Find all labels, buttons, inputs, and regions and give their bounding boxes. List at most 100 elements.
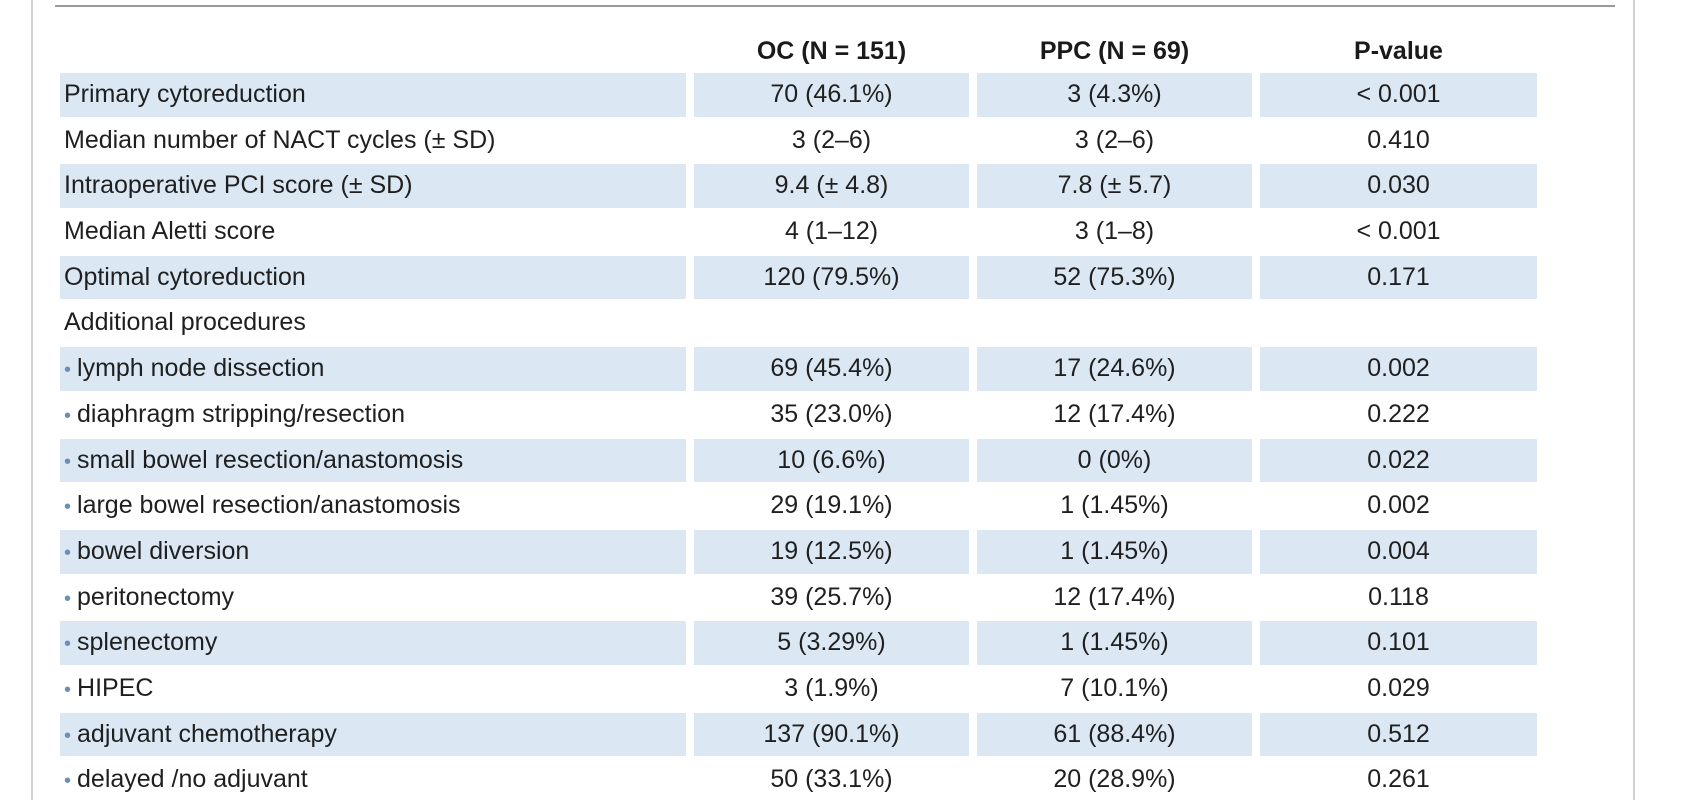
row-label-cell: • lymph node dissection	[60, 347, 686, 391]
p-value: 0.261	[1367, 765, 1430, 794]
oc-value: 69 (45.4%)	[694, 347, 969, 391]
ppc-value: 20 (28.9%)	[1053, 765, 1176, 794]
row-label-cell: • adjuvant chemotherapy	[60, 712, 686, 757]
oc-value: 35 (23.0%)	[770, 399, 893, 428]
table-row: Additional procedures	[60, 300, 1615, 346]
oc-value: 19 (12.5%)	[694, 529, 969, 574]
p-value: 0.410	[1367, 125, 1430, 154]
row-label-cell: Median Aletti score	[60, 210, 686, 254]
row-label-cell: • bowel diversion	[60, 529, 686, 574]
oc-value: 10 (6.6%)	[694, 438, 969, 483]
row-label: HIPEC	[77, 673, 154, 702]
bullet-icon: •	[64, 404, 72, 427]
p-value: 0.512	[1260, 712, 1537, 757]
row-label: lymph node dissection	[77, 354, 325, 383]
p-value	[1260, 301, 1537, 345]
row-label: peritonectomy	[77, 582, 235, 611]
oc-value: 5 (3.29%)	[694, 621, 969, 665]
table-row: • bowel diversion 19 (12.5%) 1 (1.45%) 0.004	[60, 529, 1615, 575]
bullet-icon: •	[64, 450, 72, 473]
row-label-cell: • large bowel resection/anastomosis	[60, 484, 686, 528]
row-label: Optimal cytoreduction	[64, 262, 306, 291]
table-row: • diaphragm stripping/resection 35 (23.0%)…	[60, 392, 1615, 438]
ppc-value: 1 (1.45%)	[1060, 491, 1169, 520]
table-row: Median number of NACT cycles (± SD) 3 (2–…	[60, 118, 1615, 164]
row-label-cell: • delayed /no adjuvant	[60, 758, 686, 802]
ppc-value: 7 (10.1%)	[1060, 673, 1169, 702]
ppc-value: 52 (75.3%)	[977, 255, 1252, 300]
row-label: splenectomy	[77, 628, 218, 657]
table-row: • adjuvant chemotherapy 137 (90.1%) 61 (88.…	[60, 712, 1615, 758]
oc-value: 9.4 (± 4.8)	[694, 164, 969, 209]
p-value: 0.022	[1260, 438, 1537, 483]
row-label-cell: Median number of NACT cycles (± SD)	[60, 119, 686, 163]
row-label: delayed /no adjuvant	[77, 765, 308, 794]
oc-value: 70 (46.1%)	[694, 73, 969, 117]
row-label-cell: Primary cytoreduction	[60, 73, 686, 117]
table-body: Primary cytoreduction 70 (46.1%) 3 (4.3%) <…	[60, 72, 1615, 803]
table-row: Median Aletti score 4 (1–12) 3 (1–8) < 0.00…	[60, 209, 1615, 255]
row-label: adjuvant chemotherapy	[77, 719, 337, 748]
ppc-value: 12 (17.4%)	[1053, 582, 1176, 611]
header-oc: OC (N = 151)	[756, 37, 907, 65]
table-row: • splenectomy 5 (3.29%) 1 (1.45%) 0.101	[60, 620, 1615, 666]
header-label	[60, 30, 686, 72]
table-row: • small bowel resection/anastomosis 10 (6.…	[60, 438, 1615, 484]
oc-value: 120 (79.5%)	[694, 255, 969, 300]
oc-value: 4 (1–12)	[784, 217, 879, 246]
ppc-value	[977, 301, 1252, 345]
p-value: 0.002	[1367, 491, 1430, 520]
ppc-value: 12 (17.4%)	[1053, 399, 1176, 428]
row-label-cell: • small bowel resection/anastomosis	[60, 438, 686, 483]
header-ppc: PPC (N = 69)	[1039, 37, 1190, 65]
ppc-value: 3 (4.3%)	[977, 73, 1252, 117]
bullet-icon: •	[64, 587, 72, 610]
table-row: • delayed /no adjuvant 50 (33.1%) 20 (28.9%…	[60, 757, 1615, 803]
row-label: large bowel resection/anastomosis	[77, 491, 461, 520]
row-label: Intraoperative PCI score (± SD)	[64, 171, 413, 200]
oc-value: 29 (19.1%)	[770, 491, 893, 520]
row-label: diaphragm stripping/resection	[77, 399, 405, 428]
row-label: small bowel resection/anastomosis	[77, 445, 464, 474]
p-value: 0.171	[1260, 255, 1537, 300]
p-value: 0.029	[1367, 673, 1430, 702]
ppc-value: 61 (88.4%)	[977, 712, 1252, 757]
p-value: 0.101	[1260, 621, 1537, 665]
row-label-cell: Intraoperative PCI score (± SD)	[60, 164, 686, 209]
row-label-cell: Optimal cytoreduction	[60, 255, 686, 300]
row-label: Additional procedures	[64, 308, 306, 337]
table-header: OC (N = 151) PPC (N = 69) P-value	[60, 30, 1615, 72]
page-frame	[31, 0, 1635, 800]
row-label: Median Aletti score	[64, 217, 276, 246]
ppc-value: 3 (2–6)	[1074, 125, 1155, 154]
row-label: Primary cytoreduction	[64, 80, 306, 108]
ppc-value: 1 (1.45%)	[977, 621, 1252, 665]
row-label: Median number of NACT cycles (± SD)	[64, 125, 496, 154]
p-value: 0.222	[1367, 399, 1430, 428]
oc-value: 3 (2–6)	[791, 125, 872, 154]
bullet-icon: •	[64, 770, 72, 793]
table-row: Optimal cytoreduction 120 (79.5%) 52 (75.3…	[60, 255, 1615, 301]
table-row: Primary cytoreduction 70 (46.1%) 3 (4.3%) <…	[60, 72, 1615, 118]
bullet-icon: •	[64, 724, 72, 747]
ppc-value: 3 (1–8)	[1074, 217, 1155, 246]
p-value: 0.002	[1260, 347, 1537, 391]
p-value: 0.004	[1260, 529, 1537, 574]
ppc-value: 7.8 (± 5.7)	[977, 164, 1252, 209]
bullet-icon: •	[64, 678, 72, 701]
bullet-icon: •	[64, 359, 72, 382]
oc-value: 39 (25.7%)	[770, 582, 893, 611]
row-label-cell: • splenectomy	[60, 621, 686, 665]
ppc-value: 17 (24.6%)	[977, 347, 1252, 391]
table-row: • lymph node dissection 69 (45.4%) 17 (24.6…	[60, 346, 1615, 392]
table-row: • peritonectomy 39 (25.7%) 12 (17.4%) 0.118	[60, 575, 1615, 621]
p-value: 0.118	[1368, 582, 1429, 611]
results-table: OC (N = 151) PPC (N = 69) P-value Primar…	[60, 30, 1615, 803]
row-label: bowel diversion	[77, 536, 250, 565]
p-value: < 0.001	[1356, 217, 1441, 246]
ppc-value: 1 (1.45%)	[977, 529, 1252, 574]
p-value: 0.030	[1260, 164, 1537, 209]
row-label-cell: • HIPEC	[60, 667, 686, 711]
oc-value: 137 (90.1%)	[694, 712, 969, 757]
row-label-cell: • peritonectomy	[60, 576, 686, 620]
